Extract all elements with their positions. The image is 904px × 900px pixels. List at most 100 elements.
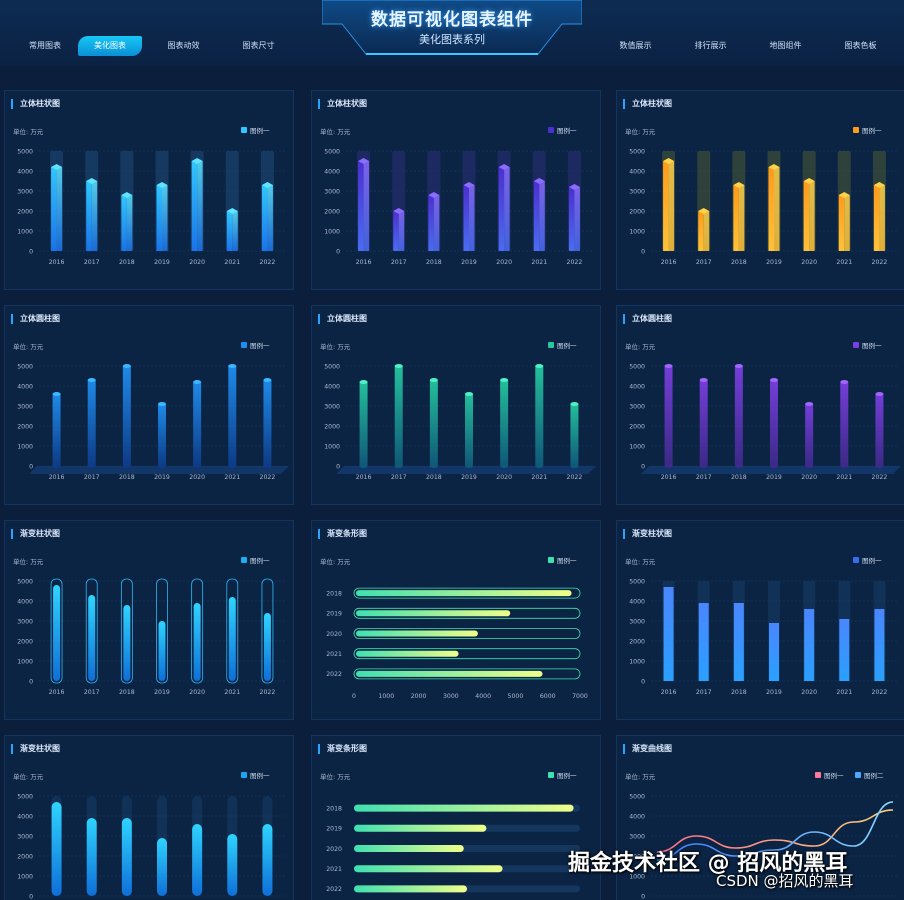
chart-panel-9: 渐变柱状图 单位: 万元 图例一 0 1000 2000 3000 4000 5000 2016 2… bbox=[616, 520, 904, 720]
bar-face-right bbox=[774, 167, 780, 251]
bar-face-right bbox=[197, 161, 203, 251]
chart-panel-4: 立体圆柱图 单位: 万元 图例一 0 1000 2000 3000 4000 5000 2016 2… bbox=[4, 305, 294, 505]
nav-tab-common-charts[interactable]: 常用图表 bbox=[29, 41, 61, 50]
y-tick-label: 2022 bbox=[326, 886, 342, 893]
x-tick-label: 2022 bbox=[567, 259, 583, 266]
bar-body bbox=[359, 382, 368, 466]
nav-tab-ranking-display[interactable]: 排行展示 bbox=[694, 41, 727, 50]
x-tick-label: 2017 bbox=[696, 474, 712, 481]
bar-face-left bbox=[733, 185, 739, 251]
x-tick-label: 2019 bbox=[461, 474, 477, 481]
bar-fill bbox=[769, 623, 779, 681]
bar-face-right bbox=[162, 185, 168, 251]
legend-label: 图例一 bbox=[557, 556, 577, 565]
x-tick-label: 2021 bbox=[836, 474, 852, 481]
x-tick-label: 2016 bbox=[49, 259, 65, 266]
chart-panel-12: 渐变曲线图 单位: 万元 图例一 图例二 0 1000 2000 3000 4000 5000 bbox=[616, 735, 904, 900]
y-tick-label: 4000 bbox=[629, 813, 645, 820]
chart-title: 立体圆柱图 bbox=[11, 314, 60, 324]
y-tick-label: 0 bbox=[29, 893, 33, 900]
bar-body bbox=[87, 380, 96, 466]
y-tick-label: 1000 bbox=[629, 873, 645, 880]
x-tick-label: 2020 bbox=[496, 474, 512, 481]
nav-tab-chart-animations[interactable]: 图表动效 bbox=[167, 41, 200, 50]
bar-face-left bbox=[533, 181, 540, 251]
nav-tab-value-display[interactable]: 数值展示 bbox=[619, 41, 652, 50]
x-tick-label: 2020 bbox=[801, 259, 817, 266]
chart-svg: 单位: 万元 图例一 0 1000 2000 3000 4000 5000 2016 2017 20… bbox=[320, 126, 592, 266]
bar-face-right bbox=[879, 185, 885, 251]
x-tick-label: 2016 bbox=[49, 689, 65, 696]
y-tick-label: 5000 bbox=[629, 578, 645, 585]
nav-right: 数值展示 排行展示 地图组件 图表色板 bbox=[598, 36, 898, 56]
base-plane bbox=[29, 466, 289, 474]
bar-face-right bbox=[267, 185, 273, 251]
y-tick-label: 3000 bbox=[629, 403, 645, 410]
y-tick-label: 3000 bbox=[17, 833, 33, 840]
legend-label: 图例一 bbox=[557, 771, 577, 780]
nav-tab-beautified-charts[interactable]: 美化图表 bbox=[78, 36, 142, 56]
unit-label: 单位: 万元 bbox=[13, 342, 44, 351]
bar-body bbox=[193, 382, 202, 466]
bar-face-right bbox=[539, 181, 545, 251]
y-tick-label: 3000 bbox=[17, 188, 33, 195]
unit-label: 单位: 万元 bbox=[625, 772, 656, 781]
bar-top bbox=[535, 364, 544, 368]
bar-face-right bbox=[232, 211, 238, 251]
x-tick-label: 2022 bbox=[872, 259, 888, 266]
bar-top bbox=[121, 192, 133, 198]
legend-label: 图例一 bbox=[250, 341, 270, 350]
x-tick-label: 2021 bbox=[224, 474, 240, 481]
y-tick-label: 3000 bbox=[629, 833, 645, 840]
unit-label: 单位: 万元 bbox=[13, 127, 44, 136]
bar-body bbox=[699, 380, 708, 466]
y-tick-label: 2000 bbox=[629, 853, 645, 860]
x-tick-label: 2022 bbox=[872, 689, 888, 696]
y-tick-label: 4000 bbox=[17, 168, 33, 175]
bar-face-left bbox=[838, 195, 845, 251]
y-tick-label: 4000 bbox=[17, 813, 33, 820]
bar-top bbox=[568, 184, 580, 190]
chart-panel-3: 立体柱状图 单位: 万元 图例一 0 1000 2000 3000 4000 5000 2016 2… bbox=[616, 90, 904, 290]
chart-title: 渐变柱状图 bbox=[623, 529, 672, 539]
chart-panel-1: 立体柱状图 单位: 万元 图例一 0 1000 2000 3000 4000 5000 2016 2… bbox=[4, 90, 294, 290]
bar-fill bbox=[86, 818, 97, 896]
y-tick-label: 1000 bbox=[17, 228, 33, 235]
x-tick-label: 2020 bbox=[496, 259, 512, 266]
nav-tab-chart-palettes[interactable]: 图表色板 bbox=[844, 41, 877, 50]
bar-top bbox=[191, 158, 203, 164]
x-tick-label: 7000 bbox=[572, 693, 588, 700]
bar-outline bbox=[353, 668, 581, 680]
y-tick-label: 2020 bbox=[326, 631, 342, 638]
bar-outline bbox=[353, 607, 581, 619]
bar-face-right bbox=[398, 211, 405, 251]
bar-top bbox=[498, 164, 510, 170]
bar-fill bbox=[158, 621, 166, 681]
bar-fill bbox=[839, 619, 850, 681]
bar-top bbox=[533, 178, 545, 184]
bar-top bbox=[500, 378, 509, 382]
bar-face-right bbox=[504, 167, 510, 251]
bar-fill bbox=[356, 670, 543, 677]
bar-top bbox=[52, 392, 61, 396]
nav-tab-map-components[interactable]: 地图组件 bbox=[769, 41, 802, 50]
y-tick-label: 2020 bbox=[326, 846, 342, 853]
chart-title: 立体圆柱图 bbox=[623, 314, 672, 324]
bar-bottom bbox=[359, 464, 368, 468]
bar-top bbox=[840, 380, 849, 384]
y-tick-label: 1000 bbox=[629, 443, 645, 450]
nav-tab-chart-sizes[interactable]: 图表尺寸 bbox=[242, 41, 275, 50]
x-tick-label: 2019 bbox=[766, 474, 782, 481]
bar-bottom bbox=[500, 464, 509, 468]
y-tick-label: 5000 bbox=[17, 793, 33, 800]
y-tick-label: 2021 bbox=[326, 651, 342, 658]
x-tick-label: 2017 bbox=[84, 259, 100, 266]
bar-top bbox=[226, 208, 238, 214]
bar-fill bbox=[354, 845, 464, 852]
bar-fill bbox=[228, 597, 236, 681]
bar-fill bbox=[356, 650, 459, 657]
legend-swatch bbox=[548, 342, 554, 348]
bar-body bbox=[465, 394, 473, 466]
y-tick-label: 2000 bbox=[17, 423, 33, 430]
